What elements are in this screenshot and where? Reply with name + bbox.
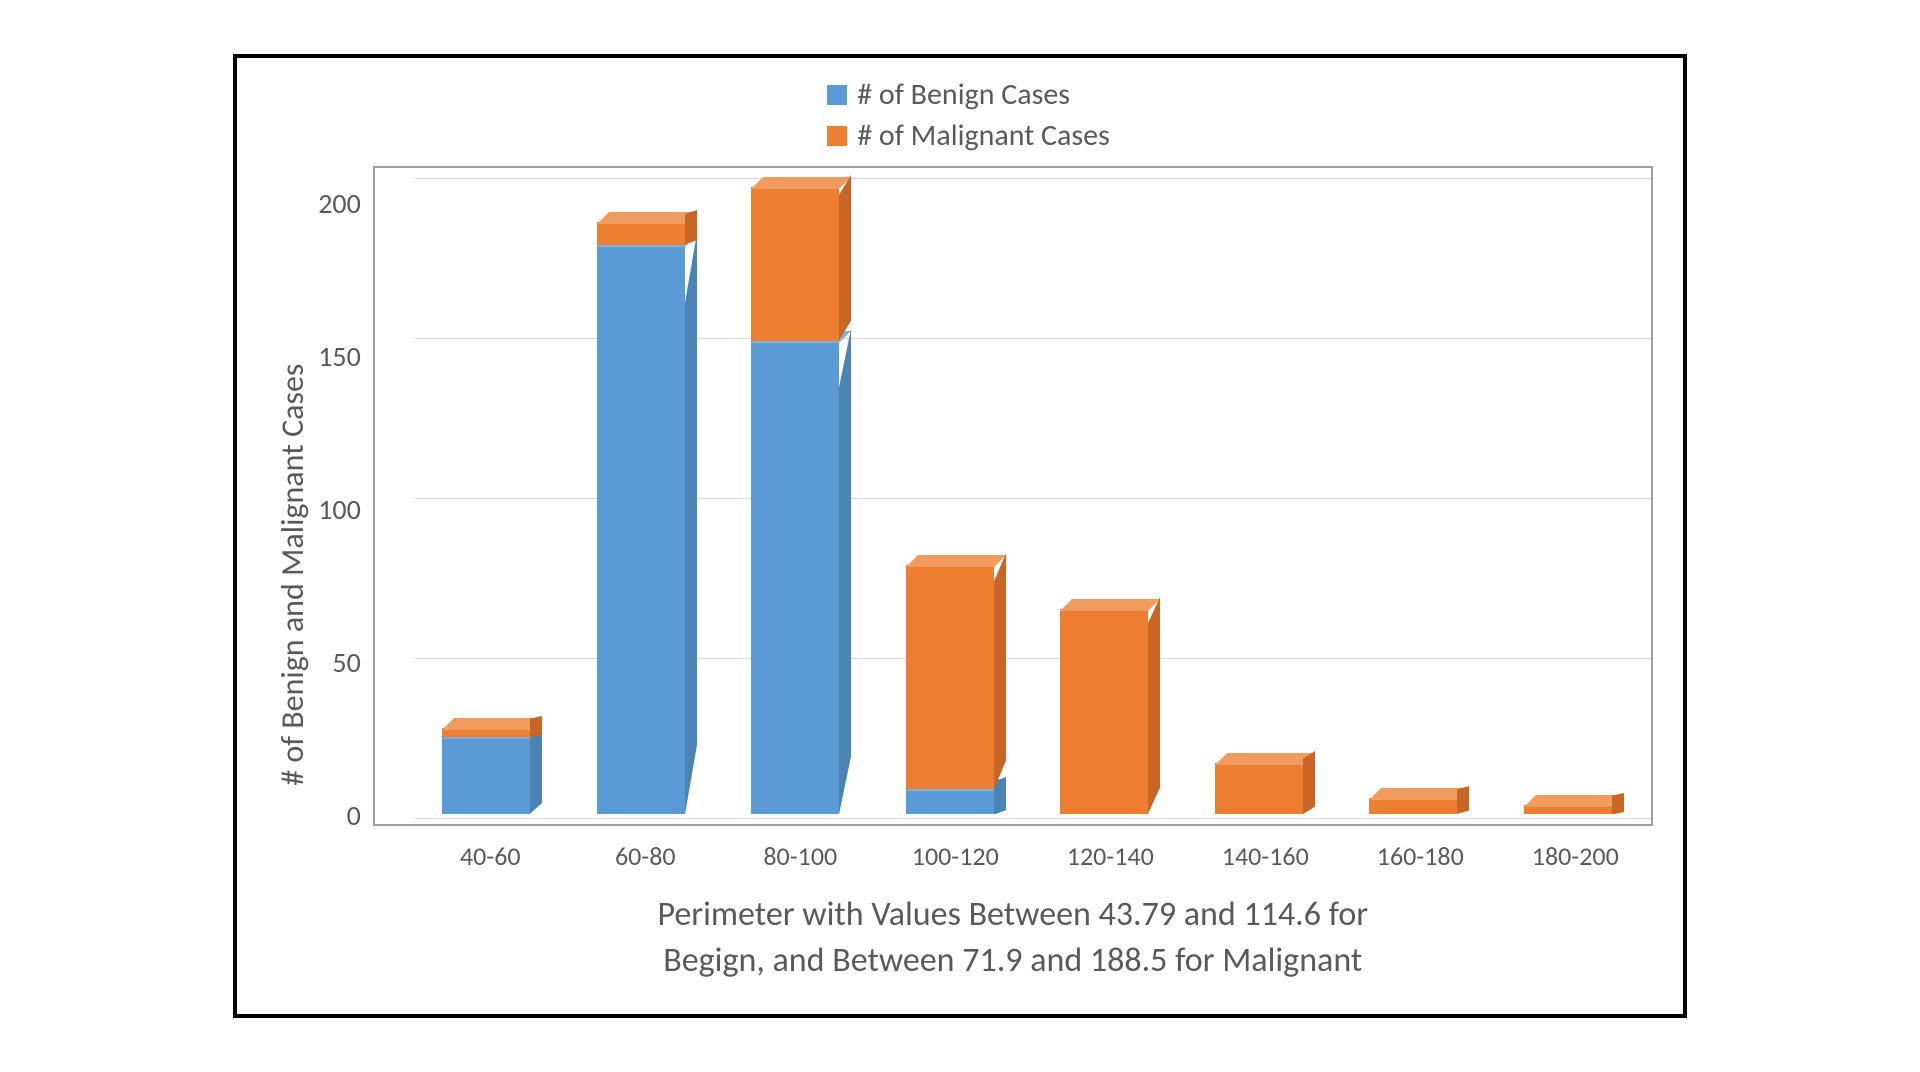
bar-malignant-top	[597, 210, 697, 222]
bar-malignant-front	[597, 222, 685, 244]
y-axis-title: # of Benign and Malignant Cases	[267, 166, 318, 984]
bar-slot	[1524, 793, 1624, 815]
bars-container	[415, 178, 1651, 814]
bar-malignant-front	[1060, 609, 1148, 814]
bar-malignant-side	[994, 553, 1006, 789]
bar-slot	[1060, 597, 1160, 814]
bar-malignant-side	[1457, 786, 1469, 814]
bar-malignant-side	[1303, 751, 1315, 814]
bar-slot	[442, 716, 542, 814]
x-tick-label: 60-80	[595, 840, 695, 872]
bar-malignant-front	[751, 187, 839, 341]
bar-malignant	[1524, 793, 1624, 815]
x-axis-ticks: 40-60 60-80 80-100 100-120 120-140 140-160 160…	[373, 840, 1653, 872]
bar-malignant-side	[839, 175, 851, 341]
bar-malignant-side	[530, 716, 542, 738]
chart-frame: # of Benign Cases # of Malignant Cases #…	[233, 54, 1687, 1018]
chart-body: # of Benign and Malignant Cases 200 150 10…	[267, 166, 1653, 984]
bar-benign-front	[597, 245, 685, 815]
bar-malignant	[442, 716, 542, 738]
bar-malignant-top	[442, 716, 542, 728]
y-tick-label: 200	[318, 190, 361, 218]
bar-malignant	[751, 175, 851, 341]
bar-benign-front	[442, 737, 530, 814]
bar-malignant-side	[685, 210, 697, 244]
x-tick-label: 180-200	[1525, 840, 1625, 872]
bar-malignant-top	[751, 175, 851, 187]
x-tick-label: 80-100	[750, 840, 850, 872]
bar-malignant-side	[1612, 793, 1624, 815]
bar-malignant-front	[1215, 763, 1303, 814]
legend-label-benign: # of Benign Cases	[857, 76, 1070, 113]
x-tick-label: 40-60	[440, 840, 540, 872]
bar-benign-side	[530, 725, 542, 814]
x-axis-title-line1: Perimeter with Values Between 43.79 and …	[657, 894, 1368, 935]
bar-malignant-front	[906, 565, 994, 789]
plot-3d-left-edge	[375, 178, 415, 826]
bar-benign-front	[751, 341, 839, 815]
bar-benign-side	[685, 233, 697, 815]
y-tick-label: 100	[318, 496, 361, 524]
x-axis-title: Perimeter with Values Between 43.79 and …	[373, 892, 1653, 984]
legend-item-malignant: # of Malignant Cases	[827, 117, 1110, 154]
bar-benign-front	[906, 789, 994, 815]
bar-benign	[442, 725, 542, 814]
x-tick-label: 120-140	[1060, 840, 1160, 872]
bar-slot	[597, 210, 697, 814]
bar-malignant-side	[1148, 597, 1160, 814]
y-axis-ticks: 200150100500	[318, 176, 373, 816]
legend-swatch-benign	[827, 85, 847, 105]
legend-swatch-malignant	[827, 126, 847, 146]
bar-malignant	[597, 210, 697, 244]
y-tick-label: 50	[332, 649, 360, 677]
x-axis-title-line2: Begign, and Between 71.9 and 188.5 for M…	[663, 940, 1362, 981]
bar-slot	[906, 553, 1006, 815]
legend-label-malignant: # of Malignant Cases	[857, 117, 1110, 154]
bar-malignant	[906, 553, 1006, 789]
bar-malignant-top	[1369, 786, 1469, 798]
bar-malignant-top	[906, 553, 1006, 565]
bar-malignant	[1215, 751, 1315, 814]
legend-item-benign: # of Benign Cases	[827, 76, 1070, 113]
bar-malignant-top	[1215, 751, 1315, 763]
bar-malignant	[1369, 786, 1469, 814]
legend: # of Benign Cases # of Malignant Cases	[827, 76, 1653, 154]
bar-malignant-top	[1524, 793, 1624, 805]
bar-malignant-front	[1369, 798, 1457, 814]
plot-wrap: 40-60 60-80 80-100 100-120 120-140 140-160 160…	[373, 166, 1653, 984]
y-tick-label: 0	[347, 802, 361, 830]
bar-slot	[1369, 786, 1469, 814]
bar-slot	[1215, 751, 1315, 814]
bar-benign-side	[839, 329, 851, 815]
x-tick-label: 100-120	[905, 840, 1005, 872]
bar-malignant	[1060, 597, 1160, 814]
x-tick-label: 160-180	[1370, 840, 1470, 872]
bar-benign	[751, 329, 851, 815]
bar-benign	[597, 233, 697, 815]
bar-slot	[751, 175, 851, 814]
gridline	[415, 818, 1651, 819]
bar-malignant-top	[1060, 597, 1160, 609]
x-tick-label: 140-160	[1215, 840, 1315, 872]
plot-area	[373, 166, 1653, 826]
y-tick-label: 150	[318, 343, 361, 371]
